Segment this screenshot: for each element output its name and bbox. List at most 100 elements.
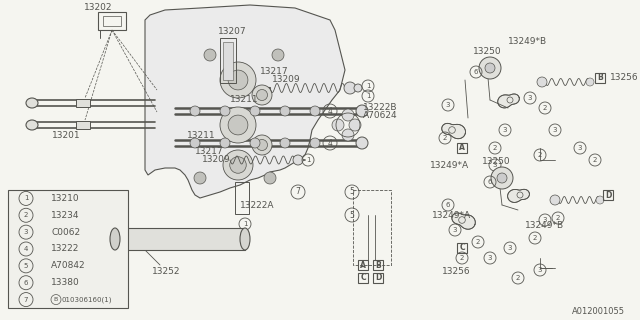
Text: 2: 2 [543,105,547,111]
Text: 3: 3 [543,217,547,223]
Circle shape [228,70,248,90]
Polygon shape [508,189,529,203]
Circle shape [356,137,368,149]
Text: 13217: 13217 [260,68,289,76]
Text: A70624: A70624 [363,111,397,121]
Text: 3: 3 [538,267,542,273]
Text: C: C [360,274,366,283]
Circle shape [220,62,256,98]
Circle shape [497,173,507,183]
Ellipse shape [110,228,120,250]
Circle shape [550,195,560,205]
Text: 13201: 13201 [52,132,81,140]
Text: 2: 2 [443,135,447,141]
Bar [353,190,391,265]
Text: B: B [597,74,603,83]
Circle shape [356,105,368,117]
Polygon shape [498,94,519,108]
Text: 3: 3 [493,162,497,168]
Circle shape [310,106,320,116]
Bar [235,182,249,214]
Ellipse shape [26,98,38,108]
Text: C: C [459,244,465,252]
Polygon shape [442,123,465,139]
Text: C0062: C0062 [51,228,80,237]
Text: 13222A: 13222A [240,201,275,210]
Circle shape [507,97,513,103]
Text: D: D [605,190,611,199]
Text: 2: 2 [493,145,497,151]
Circle shape [280,138,290,148]
Text: 1: 1 [365,93,371,99]
Bar [373,273,383,283]
Text: A: A [459,143,465,153]
Circle shape [190,138,200,148]
Circle shape [332,119,344,131]
Bar [595,73,605,83]
Text: 13209: 13209 [272,76,301,84]
Text: 13249*A: 13249*A [432,211,471,220]
Text: 3: 3 [553,127,557,133]
Bar [76,99,90,107]
Text: 3: 3 [528,95,532,101]
Bar [603,190,613,200]
Text: 3: 3 [24,229,28,235]
Text: 13209: 13209 [202,156,230,164]
Text: 1: 1 [243,221,247,227]
Circle shape [344,82,356,94]
Circle shape [310,138,320,148]
Text: 3: 3 [503,127,508,133]
Bar [103,16,121,26]
Text: B: B [375,260,381,269]
Bar [76,121,90,129]
Text: 13211: 13211 [230,95,259,105]
Text: 13207: 13207 [218,28,246,36]
Circle shape [228,115,248,135]
Text: 4: 4 [24,246,28,252]
Text: 6: 6 [24,280,28,286]
Text: 13380: 13380 [51,278,80,287]
Circle shape [485,63,495,73]
Text: 13249*B: 13249*B [525,220,564,229]
Text: 5: 5 [349,188,355,196]
Text: 2: 2 [476,239,480,245]
Text: 13249*B: 13249*B [508,37,547,46]
Text: 13202: 13202 [84,4,112,12]
Circle shape [349,119,361,131]
Text: 6: 6 [445,202,451,208]
Text: 13250: 13250 [482,157,511,166]
Bar [457,243,467,253]
Text: 13211: 13211 [187,131,216,140]
Circle shape [252,135,272,155]
Circle shape [230,157,246,173]
Bar [220,38,236,83]
Circle shape [342,109,354,121]
Text: 4: 4 [328,107,332,116]
Text: 2: 2 [538,152,542,158]
Text: 13256: 13256 [442,268,470,276]
Circle shape [354,84,362,92]
Bar [373,260,383,270]
Text: 13256: 13256 [610,74,639,83]
Ellipse shape [240,228,250,250]
Text: 2: 2 [516,275,520,281]
Text: 2: 2 [533,235,537,241]
Circle shape [257,140,268,150]
Circle shape [342,129,354,141]
Bar [223,42,233,80]
Text: 13222B: 13222B [363,103,397,113]
Circle shape [280,106,290,116]
Bar [358,260,368,270]
Text: 13234: 13234 [51,211,79,220]
Text: 5: 5 [24,263,28,269]
Circle shape [293,155,303,165]
Text: 4: 4 [328,139,332,148]
Circle shape [272,49,284,61]
Circle shape [537,77,547,87]
Ellipse shape [26,120,38,130]
Circle shape [190,106,200,116]
Text: D: D [375,274,381,283]
Circle shape [220,106,230,116]
Text: 3: 3 [578,145,582,151]
Circle shape [459,217,465,223]
